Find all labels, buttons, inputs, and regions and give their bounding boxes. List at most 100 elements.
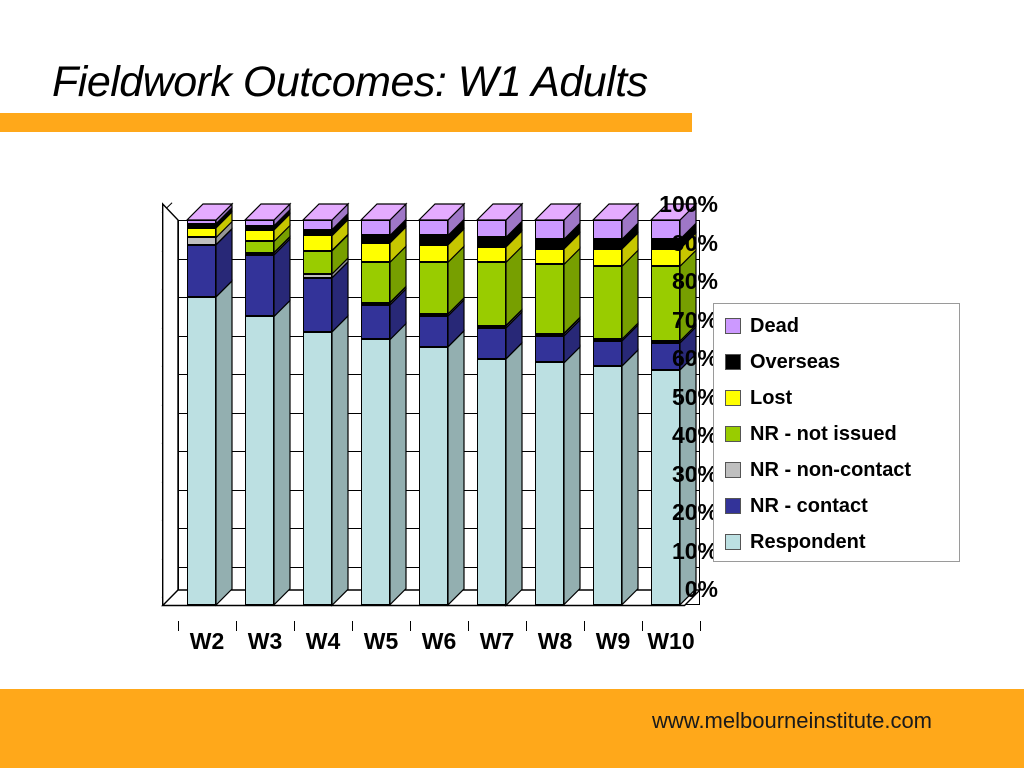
bar-segment[interactable]: [534, 333, 564, 336]
bar-w10[interactable]: [649, 202, 697, 607]
bar-segment[interactable]: [650, 343, 680, 371]
x-axis-label-w5: W5: [363, 628, 399, 654]
bar-segment-side: [446, 329, 465, 607]
bar-segment[interactable]: [592, 366, 622, 605]
bar-segment[interactable]: [302, 277, 332, 332]
bar-segment[interactable]: [244, 241, 274, 253]
bar-segment[interactable]: [592, 220, 622, 240]
bar-segment[interactable]: [186, 223, 216, 228]
legend-item-label: Overseas: [750, 351, 841, 373]
bar-w6[interactable]: [417, 202, 465, 607]
y-axis-label: 80%: [671, 268, 718, 294]
y-axis-label: 60%: [671, 345, 718, 371]
legend-item-label: NR - not issued: [750, 423, 897, 445]
bar-segment[interactable]: [476, 220, 506, 238]
legend-item-label: Respondent: [750, 531, 866, 553]
legend-item[interactable]: NR - non-contact: [725, 455, 911, 485]
bar-segment[interactable]: [360, 220, 390, 236]
bar-segment[interactable]: [534, 264, 564, 334]
bar-segment[interactable]: [476, 262, 506, 326]
bar-segment[interactable]: [650, 370, 680, 605]
legend-item[interactable]: NR - contact: [725, 491, 868, 521]
bar-segment[interactable]: [186, 245, 216, 297]
bar-segment[interactable]: [418, 262, 448, 315]
bar-w7[interactable]: [475, 202, 523, 607]
bar-segment[interactable]: [360, 262, 390, 303]
bar-segment[interactable]: [534, 220, 564, 240]
x-axis-tick: [294, 621, 295, 631]
bar-segment[interactable]: [244, 252, 274, 255]
legend-item[interactable]: Respondent: [725, 527, 866, 557]
x-axis-tick: [178, 621, 179, 631]
x-axis-tick: [352, 621, 353, 631]
bar-segment[interactable]: [418, 235, 448, 246]
bar-segment[interactable]: [476, 358, 506, 605]
bar-segment-top: [301, 203, 349, 221]
legend-item[interactable]: NR - not issued: [725, 419, 897, 449]
bar-segment[interactable]: [244, 225, 274, 230]
bar-segment[interactable]: [302, 331, 332, 605]
bar-segment[interactable]: [592, 341, 622, 367]
legend-swatch-icon: [725, 390, 741, 406]
bar-segment[interactable]: [360, 302, 390, 305]
bar-segment[interactable]: [360, 339, 390, 605]
y-axis-label: 90%: [671, 229, 718, 256]
bar-segment[interactable]: [476, 246, 506, 263]
bar-segment[interactable]: [418, 314, 448, 317]
bar-segment[interactable]: [476, 237, 506, 247]
bar-segment[interactable]: [592, 266, 622, 340]
bar-w8[interactable]: [533, 202, 581, 607]
bar-segment[interactable]: [244, 229, 274, 242]
bar-segment[interactable]: [418, 220, 448, 236]
chart-legend: Dead Overseas Lost NR - not issued NR - non-…: [713, 303, 960, 562]
legend-swatch-icon: [725, 318, 741, 334]
footer-bar: [0, 689, 1024, 768]
bar-segment[interactable]: [302, 250, 332, 274]
page-title: Fieldwork Outcomes: W1 Adults: [52, 58, 648, 106]
bar-segment[interactable]: [186, 227, 216, 238]
legend-item-label: Lost: [750, 387, 793, 409]
x-axis-label-w9: W9: [595, 628, 631, 654]
bar-segment[interactable]: [476, 327, 506, 359]
bar-segment-side: [214, 279, 233, 607]
bar-w5[interactable]: [359, 202, 407, 607]
bar-segment[interactable]: [302, 273, 332, 278]
bar-segment[interactable]: [302, 235, 332, 251]
bar-w2[interactable]: [185, 202, 233, 607]
bar-segment[interactable]: [360, 243, 390, 263]
x-axis-label-w3: W3: [247, 628, 283, 654]
bar-segment[interactable]: [592, 248, 622, 267]
bar-segment[interactable]: [534, 248, 564, 265]
bar-segment[interactable]: [592, 239, 622, 249]
bar-segment[interactable]: [592, 339, 622, 342]
bar-segment[interactable]: [534, 239, 564, 249]
legend-item[interactable]: Overseas: [725, 347, 840, 377]
legend-item[interactable]: Lost: [725, 383, 792, 413]
bar-segment[interactable]: [418, 245, 448, 263]
bar-w9[interactable]: [591, 202, 639, 607]
bar-segment[interactable]: [244, 254, 274, 317]
bar-segment[interactable]: [186, 237, 216, 245]
bar-segment[interactable]: [476, 325, 506, 328]
bar-segment[interactable]: [302, 229, 332, 236]
bar-segment-side: [330, 314, 349, 607]
legend-swatch-icon: [725, 462, 741, 478]
bar-w3[interactable]: [243, 202, 291, 607]
bar-segment[interactable]: [534, 335, 564, 363]
y-axis-label: 70%: [671, 306, 718, 333]
bar-segment[interactable]: [534, 362, 564, 605]
bar-segment[interactable]: [418, 316, 448, 348]
x-axis-tick: [526, 621, 527, 631]
bar-segment[interactable]: [244, 316, 274, 605]
bar-segment[interactable]: [650, 341, 680, 344]
bar-segment[interactable]: [418, 347, 448, 605]
bar-segment[interactable]: [360, 304, 390, 340]
legend-item[interactable]: Dead: [725, 311, 799, 341]
bar-w4[interactable]: [301, 202, 349, 607]
y-axis-label: 50%: [671, 383, 718, 410]
y-axis-label: 100%: [659, 191, 718, 217]
bar-segment[interactable]: [360, 235, 390, 244]
x-axis-label-w6: W6: [421, 628, 457, 654]
bar-segment[interactable]: [650, 266, 680, 342]
bar-segment[interactable]: [186, 297, 216, 605]
